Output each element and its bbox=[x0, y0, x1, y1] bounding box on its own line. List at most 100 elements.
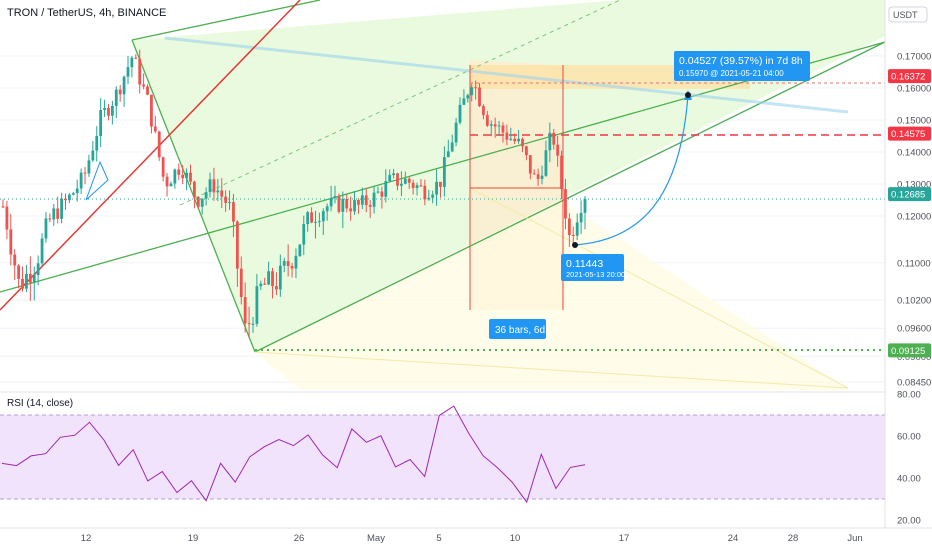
candle-body bbox=[521, 138, 524, 147]
time-tick-label: 19 bbox=[188, 533, 199, 544]
candle-body bbox=[153, 126, 157, 132]
candle-body bbox=[310, 212, 313, 223]
rsi-band bbox=[0, 415, 885, 499]
candle-body bbox=[567, 218, 571, 235]
candle-body bbox=[501, 125, 505, 133]
candle-body bbox=[439, 181, 442, 187]
candle-body bbox=[556, 144, 560, 156]
candle-body bbox=[302, 224, 306, 245]
candle-body bbox=[146, 86, 149, 95]
channel-upper-line bbox=[131, 0, 321, 41]
candle-body bbox=[150, 94, 153, 127]
lower-fork-fill bbox=[255, 200, 850, 390]
candle-body bbox=[349, 208, 353, 212]
candle-body bbox=[122, 76, 126, 95]
candle-body bbox=[44, 218, 48, 239]
candle-body bbox=[282, 261, 286, 266]
candle-body bbox=[220, 190, 224, 197]
time-tick-label: May bbox=[367, 533, 385, 544]
low-label-box bbox=[561, 254, 624, 281]
candle-body bbox=[482, 106, 485, 116]
descending-trendline bbox=[164, 36, 849, 114]
candle-body bbox=[110, 105, 114, 116]
candle-body bbox=[185, 172, 188, 179]
candle-body bbox=[388, 175, 392, 182]
channel-middle-line bbox=[0, 41, 886, 293]
time-tick-label: 10 bbox=[510, 533, 521, 544]
price-tag-label: 0.09125 bbox=[891, 346, 925, 357]
candle-body bbox=[118, 89, 122, 95]
candle-body bbox=[427, 197, 431, 200]
candle-body bbox=[286, 261, 290, 266]
time-tick-label: 12 bbox=[81, 533, 92, 544]
chart-title: TRON / TetherUS, 4h, BINANCE bbox=[7, 7, 166, 19]
candle-body bbox=[407, 178, 411, 183]
candle-body bbox=[462, 98, 466, 105]
candle-body bbox=[247, 323, 251, 325]
candle-body bbox=[200, 198, 204, 207]
candle-body bbox=[259, 283, 263, 287]
candle-body bbox=[181, 174, 185, 179]
candle-body bbox=[83, 172, 87, 174]
price-tick-label: 0.09600 bbox=[897, 324, 931, 335]
candle-body bbox=[540, 175, 544, 179]
candle-body bbox=[99, 109, 103, 137]
candle-body bbox=[79, 172, 83, 189]
candle-body bbox=[64, 198, 67, 201]
candle-body bbox=[17, 265, 21, 279]
candle-body bbox=[216, 190, 220, 193]
candle-body bbox=[40, 238, 44, 264]
candle-body bbox=[411, 182, 415, 189]
candle-body bbox=[5, 206, 9, 230]
candle-body bbox=[232, 202, 235, 222]
price-tick-label: 0.16000 bbox=[897, 84, 931, 95]
candle-body bbox=[415, 185, 419, 189]
rsi-line bbox=[1, 405, 586, 504]
candle-body bbox=[525, 146, 528, 156]
candle-body bbox=[532, 173, 536, 175]
price-tick-label: 0.08450 bbox=[897, 378, 931, 389]
candle-body bbox=[493, 124, 497, 127]
candle-body bbox=[251, 323, 255, 325]
price-tag-label: 0.12685 bbox=[891, 190, 925, 201]
projection-label: 0.04527 (39.57%) in 7d 8h bbox=[679, 55, 803, 67]
price-tick-label: 0.12000 bbox=[897, 212, 931, 223]
candle-body bbox=[196, 197, 200, 207]
candle-body bbox=[71, 193, 75, 195]
price-tick-label: 0.15000 bbox=[897, 116, 931, 127]
candle-body bbox=[419, 185, 423, 187]
candle-body bbox=[25, 273, 28, 289]
low-label: 0.11443 bbox=[566, 258, 603, 270]
candle-body bbox=[458, 104, 462, 123]
candle-body bbox=[470, 87, 474, 96]
candle-body bbox=[87, 160, 91, 174]
time-tick-label: 17 bbox=[619, 533, 630, 544]
candle-body bbox=[341, 198, 345, 212]
candle-body bbox=[278, 265, 282, 290]
candle-body bbox=[134, 57, 138, 59]
candle-body bbox=[204, 192, 208, 199]
ascending-trendline bbox=[0, 0, 301, 311]
candle-body bbox=[364, 195, 368, 206]
channel-median-dashed bbox=[179, 0, 621, 206]
candle-body bbox=[298, 244, 302, 256]
currency-button[interactable] bbox=[888, 6, 928, 23]
candle-body bbox=[177, 169, 181, 175]
candle-body bbox=[466, 95, 470, 99]
projection-sublabel: 0.15970 @ 2021-05-21 04:00 bbox=[679, 69, 784, 78]
candle-body bbox=[392, 173, 396, 176]
candle-body bbox=[400, 183, 403, 186]
candle-body bbox=[52, 208, 56, 220]
candle-body bbox=[189, 172, 192, 182]
candle-body bbox=[228, 202, 231, 204]
candle-body bbox=[536, 174, 540, 179]
low-sublabel: 2021-05-13 20:00 bbox=[566, 270, 625, 279]
candle-body bbox=[275, 286, 278, 290]
candle-body bbox=[497, 125, 501, 127]
candle-body bbox=[306, 212, 310, 225]
candle-body bbox=[376, 191, 380, 193]
candle-body bbox=[68, 194, 71, 201]
candle-body bbox=[403, 178, 407, 184]
candle-body bbox=[28, 273, 32, 283]
candle-body bbox=[165, 176, 169, 187]
